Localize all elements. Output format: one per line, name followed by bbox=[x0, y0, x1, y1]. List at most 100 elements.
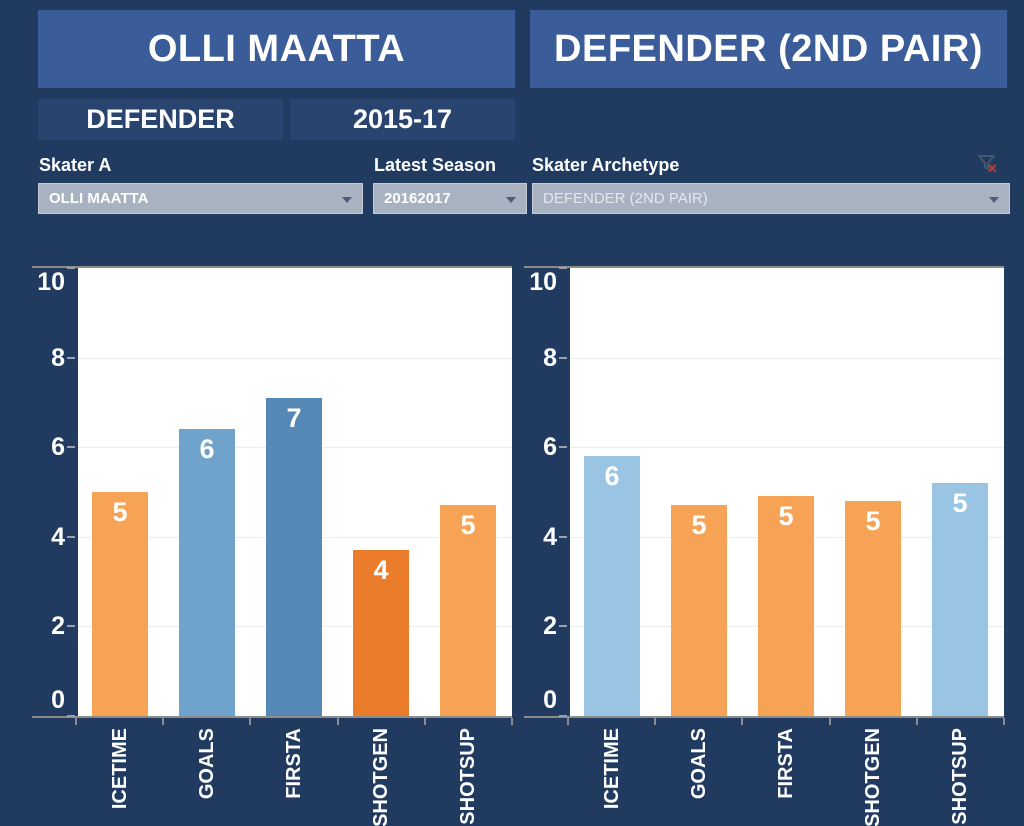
bar-value-label: 4 bbox=[373, 555, 389, 585]
skater-a-dropdown[interactable]: OLLI MAATTA bbox=[38, 183, 363, 214]
skater-a-filter-label: Skater A bbox=[39, 155, 112, 175]
y-axis-label: 4 bbox=[51, 523, 65, 551]
y-axis-label: 6 bbox=[51, 433, 65, 461]
axis-label-goals: GOALS bbox=[196, 728, 218, 800]
skater-archetype-filter-label: Skater Archetype bbox=[532, 155, 680, 175]
bar-value-label: 6 bbox=[199, 434, 215, 464]
x-axis-tick bbox=[249, 718, 251, 725]
skater-archetype-dropdown[interactable]: DEFENDER (2ND PAIR) bbox=[532, 183, 1010, 214]
player-title: OLLI MAATTA bbox=[147, 27, 406, 70]
gridline bbox=[76, 358, 512, 359]
position-label: DEFENDER bbox=[86, 104, 235, 134]
bar-chart-skater-archetype: 0 2 4 6 8 10 6 5 5 5 5 ICETIME GOALS FIRSTA SHOTGEN SHO… bbox=[524, 260, 1010, 826]
y-axis-tick bbox=[559, 357, 567, 359]
skater-archetype-dropdown-value: DEFENDER (2ND PAIR) bbox=[543, 190, 708, 207]
bar-value-label: 6 bbox=[604, 461, 620, 491]
bar-shotsup[interactable]: 5 bbox=[440, 505, 496, 716]
y-axis-label: 4 bbox=[543, 523, 557, 551]
skater-a-dropdown-value: OLLI MAATTA bbox=[49, 190, 149, 207]
axis-bottom-rule bbox=[32, 716, 512, 718]
y-axis-label: 8 bbox=[51, 344, 65, 372]
seasons-label: 2015-17 bbox=[352, 104, 453, 134]
bar-value-label: 5 bbox=[778, 501, 794, 531]
x-axis-tick bbox=[424, 718, 426, 725]
bar-goals[interactable]: 6 bbox=[179, 429, 235, 716]
axis-top-rule bbox=[32, 266, 512, 268]
y-axis-label: 10 bbox=[37, 268, 65, 296]
axis-label-icetime: ICETIME bbox=[601, 728, 623, 810]
bar-goals[interactable]: 5 bbox=[671, 505, 727, 716]
y-axis-tick bbox=[67, 715, 75, 717]
x-axis-tick bbox=[75, 718, 77, 725]
bar-firsta[interactable]: 7 bbox=[266, 398, 322, 716]
x-axis-tick bbox=[741, 718, 743, 725]
latest-season-filter-label: Latest Season bbox=[374, 155, 497, 175]
bar-value-label: 5 bbox=[952, 488, 968, 518]
y-axis-tick bbox=[67, 625, 75, 627]
latest-season-dropdown-value: 20162017 bbox=[384, 190, 451, 207]
y-axis-tick bbox=[559, 446, 567, 448]
bar-value-label: 5 bbox=[691, 510, 707, 540]
bar-firsta[interactable]: 5 bbox=[758, 496, 814, 716]
x-axis-tick bbox=[916, 718, 918, 725]
x-axis-tick bbox=[337, 718, 339, 725]
y-axis-tick bbox=[559, 267, 567, 269]
x-axis-tick bbox=[567, 718, 569, 725]
axis-top-rule bbox=[524, 266, 1004, 268]
bar-icetime[interactable]: 6 bbox=[584, 456, 640, 716]
clear-filter-icon[interactable] bbox=[975, 152, 999, 176]
axis-label-shotsup: SHOTSUP bbox=[949, 728, 971, 825]
chevron-down-icon bbox=[989, 197, 999, 203]
axis-label-firsta: FIRSTA bbox=[283, 728, 305, 799]
x-axis-tick bbox=[511, 718, 513, 725]
y-axis-tick bbox=[559, 625, 567, 627]
axis-label-shotgen: SHOTGEN bbox=[370, 728, 392, 826]
bar-chart-skater-a: 0 2 4 6 8 10 5 6 7 4 5 ICETIME GOALS FIRSTA SHOTGEN SHO… bbox=[32, 260, 518, 826]
bar-shotsup[interactable]: 5 bbox=[932, 483, 988, 716]
y-axis-label: 2 bbox=[51, 612, 65, 640]
latest-season-dropdown[interactable]: 20162017 bbox=[373, 183, 527, 214]
y-axis-label: 0 bbox=[51, 686, 65, 714]
gridline bbox=[568, 447, 1004, 448]
bar-value-label: 5 bbox=[865, 506, 881, 536]
y-axis-tick bbox=[559, 715, 567, 717]
x-axis-tick bbox=[654, 718, 656, 725]
chevron-down-icon bbox=[506, 197, 516, 203]
y-axis-label: 0 bbox=[543, 686, 557, 714]
y-axis-label: 8 bbox=[543, 344, 557, 372]
y-axis-line bbox=[568, 268, 570, 716]
archetype-title: DEFENDER (2ND PAIR) bbox=[554, 27, 983, 70]
gridline bbox=[568, 358, 1004, 359]
bar-value-label: 5 bbox=[460, 510, 476, 540]
y-axis-label: 10 bbox=[529, 268, 557, 296]
bar-shotgen[interactable]: 5 bbox=[845, 501, 901, 716]
y-axis-label: 6 bbox=[543, 433, 557, 461]
axis-label-firsta: FIRSTA bbox=[775, 728, 797, 799]
y-axis-tick bbox=[67, 267, 75, 269]
seasons-strip: 2015-17 bbox=[290, 99, 515, 140]
y-axis-label: 2 bbox=[543, 612, 557, 640]
player-title-banner: OLLI MAATTA bbox=[38, 10, 515, 88]
funnel-x-icon bbox=[978, 155, 997, 173]
chevron-down-icon bbox=[342, 197, 352, 203]
bar-icetime[interactable]: 5 bbox=[92, 492, 148, 716]
axis-bottom-rule bbox=[524, 716, 1004, 718]
axis-label-shotsup: SHOTSUP bbox=[457, 728, 479, 825]
archetype-title-banner: DEFENDER (2ND PAIR) bbox=[530, 10, 1007, 88]
x-axis-tick bbox=[1003, 718, 1005, 725]
x-axis-tick bbox=[162, 718, 164, 725]
y-axis-line bbox=[76, 268, 78, 716]
y-axis-tick bbox=[67, 446, 75, 448]
axis-label-shotgen: SHOTGEN bbox=[862, 728, 884, 826]
axis-label-goals: GOALS bbox=[688, 728, 710, 800]
bar-value-label: 5 bbox=[112, 497, 128, 527]
bar-shotgen[interactable]: 4 bbox=[353, 550, 409, 716]
axis-label-icetime: ICETIME bbox=[109, 728, 131, 810]
x-axis-tick bbox=[829, 718, 831, 725]
position-strip: DEFENDER bbox=[38, 99, 283, 140]
y-axis-tick bbox=[67, 357, 75, 359]
y-axis-tick bbox=[559, 536, 567, 538]
y-axis-tick bbox=[67, 536, 75, 538]
bar-value-label: 7 bbox=[286, 403, 302, 433]
